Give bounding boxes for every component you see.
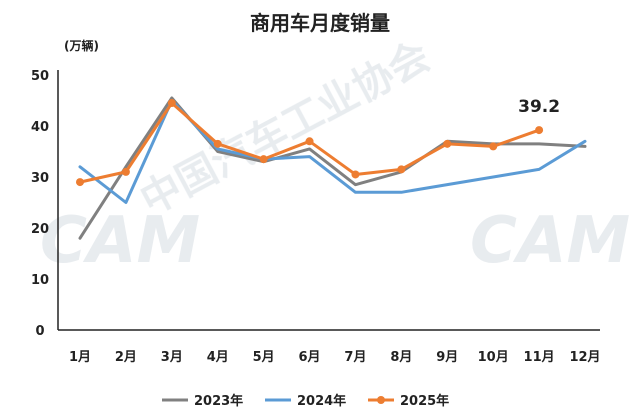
- x-tick-label: 2月: [115, 350, 137, 365]
- data-point: [443, 139, 452, 148]
- x-tick-label: 9月: [436, 350, 458, 365]
- data-point: [259, 155, 268, 164]
- legend-label: 2023年: [194, 393, 243, 409]
- x-tick-label: 5月: [253, 350, 275, 365]
- data-point: [305, 137, 314, 146]
- data-point: [489, 142, 498, 151]
- data-point: [535, 126, 544, 135]
- data-point: [121, 167, 130, 176]
- legend-label: 2024年: [297, 393, 346, 409]
- y-tick-label: 30: [31, 171, 49, 186]
- x-tick-label: 3月: [161, 350, 183, 365]
- data-point: [351, 170, 360, 179]
- x-tick-label: 6月: [299, 350, 321, 365]
- watermark: CAM CAM 中国汽车工业协会: [40, 33, 630, 278]
- legend-marker: [377, 396, 385, 404]
- series-line-2024年: [78, 99, 587, 204]
- data-labels: 39.2: [518, 97, 560, 117]
- data-label: 39.2: [518, 97, 560, 117]
- x-tick-label: 10月: [478, 350, 509, 365]
- y-tick-label: 40: [31, 120, 49, 135]
- watermark-logo-2: CAM: [470, 204, 630, 278]
- x-tick-label: 1月: [69, 350, 91, 365]
- y-tick-label: 20: [31, 222, 49, 237]
- legend-label: 2025年: [400, 393, 449, 409]
- axes: 0 10 20 30 40 50 1月 2月 3月 4月 5月 6月 7月 8月 9月 10月 11月 12月: [31, 69, 601, 365]
- x-tick-label: 4月: [207, 350, 229, 365]
- watermark-logo-1: CAM: [40, 204, 200, 278]
- x-tick-label: 8月: [390, 350, 412, 365]
- y-tick-label: 0: [35, 324, 44, 339]
- data-point: [397, 165, 406, 174]
- data-point: [213, 139, 222, 148]
- x-tick-label: 12月: [569, 350, 600, 365]
- data-point: [167, 99, 176, 108]
- watermark-org-name: 中国汽车工业协会: [133, 33, 437, 224]
- series-group: [76, 96, 587, 240]
- x-tick-label: 7月: [344, 350, 366, 365]
- y-axis-unit: (万辆): [64, 38, 99, 53]
- x-tick-label: 11月: [524, 350, 555, 365]
- data-point: [76, 178, 84, 187]
- chart-title: 商用车月度销量: [250, 11, 390, 35]
- legend: 2023年 2024年 2025年: [162, 393, 449, 409]
- y-tick-label: 10: [31, 273, 49, 288]
- y-tick-label: 50: [31, 69, 49, 84]
